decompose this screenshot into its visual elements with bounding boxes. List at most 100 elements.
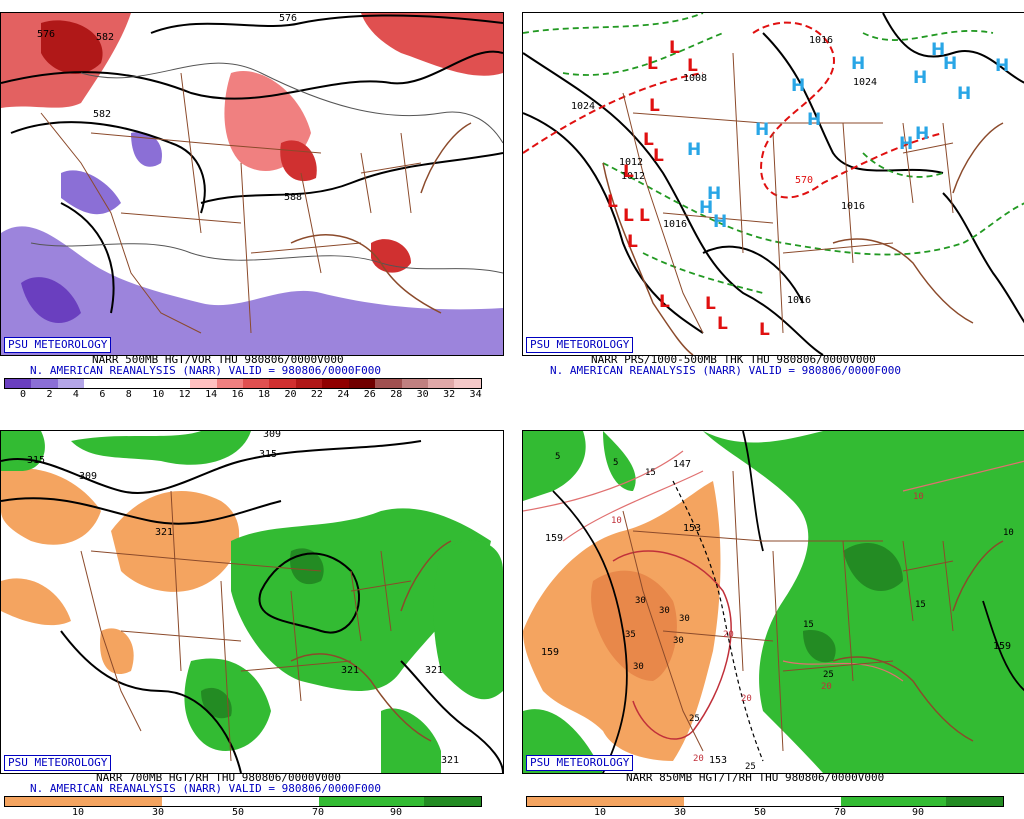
high-symbol: H: [913, 68, 927, 88]
low-symbol: L: [659, 292, 670, 312]
low-symbol: L: [639, 206, 650, 226]
vorticity-scale-swatch: [137, 379, 164, 388]
rh-700-map: 315 309 315 321 321 321 321 309: [1, 431, 503, 773]
temp-label: 10: [611, 516, 622, 526]
vorticity-scale-tick: 12: [178, 389, 191, 400]
contour-label: 159: [545, 533, 563, 544]
high-symbol: H: [755, 120, 769, 140]
high-symbol: H: [699, 198, 713, 218]
vorticity-scale-swatch: [84, 379, 111, 388]
vorticity-scale-tick: 4: [72, 389, 79, 400]
contour-label: 1012: [619, 157, 643, 168]
temp-label: 30: [633, 662, 644, 672]
temp-label: 5: [555, 452, 560, 462]
rh-scale-tick: 30: [152, 807, 165, 818]
vorticity-map: 576 576 582 582 588: [1, 13, 503, 355]
high-symbol: H: [943, 54, 957, 74]
low-symbol: L: [669, 38, 680, 58]
temp-label: 30: [679, 614, 690, 624]
rh-850-scale-tick: 70: [834, 807, 847, 818]
high-symbol: H: [931, 40, 945, 60]
high-symbol: H: [713, 212, 727, 232]
high-symbol: H: [899, 134, 913, 154]
contour-label: 321: [341, 665, 359, 676]
psu-meteorology-badge: PSU METEOROLOGY: [4, 337, 112, 353]
high-symbol: H: [687, 140, 701, 160]
temp-label: 25: [689, 714, 700, 724]
panel1-subcaption: N. AMERICAN REANALYSIS (NARR) VALID = 98…: [30, 364, 381, 377]
panel-700mb-rh: 315 309 315 321 321 321 321 309 PSU METE…: [0, 430, 504, 774]
high-symbol: H: [707, 184, 721, 204]
contour-label: 309: [263, 431, 281, 440]
rh-850-scale-tick: 10: [594, 807, 607, 818]
psu-meteorology-badge: PSU METEOROLOGY: [4, 755, 112, 771]
contour-label: 315: [27, 455, 45, 466]
temp-label: 15: [645, 468, 656, 478]
vorticity-scale-swatch: [163, 379, 191, 388]
contour-label: 147: [673, 459, 691, 470]
rh-850-scale-tick: 50: [754, 807, 767, 818]
panel3-caption: NARR 700MB HGT/RH THU 980806/0000V000: [96, 771, 342, 784]
contour-label: 153: [683, 523, 701, 534]
temp-label: 25: [823, 670, 834, 680]
temp-label: 15: [803, 620, 814, 630]
vorticity-scale-tick: 2: [46, 389, 53, 400]
high-symbol: H: [957, 84, 971, 104]
vorticity-scale-tick: 22: [310, 389, 323, 400]
vorticity-scale-swatch: [216, 379, 243, 388]
vorticity-scale-tick: 28: [390, 389, 403, 400]
contour-label: 1012: [621, 171, 645, 182]
vorticity-scale-tick: 24: [337, 389, 350, 400]
pressure-map: 1024 1016 1008 1024 1012 1016 1016 1012 …: [523, 13, 1024, 355]
low-symbol: L: [653, 146, 664, 166]
contour-label: 1016: [663, 219, 687, 230]
panel2-subcaption: N. AMERICAN REANALYSIS (NARR) VALID = 98…: [550, 364, 901, 377]
contour-label: 1016: [841, 201, 865, 212]
vorticity-scale-tick: 32: [443, 389, 456, 400]
vorticity-scale-swatch: [5, 379, 32, 388]
high-symbol: H: [851, 54, 865, 74]
contour-label: 1008: [683, 73, 707, 84]
vorticity-scale-swatch: [110, 379, 138, 388]
vorticity-scale-tick: 20: [284, 389, 297, 400]
vorticity-scale-swatch: [375, 379, 402, 388]
vorticity-scale-tick: 18: [258, 389, 271, 400]
high-symbol: H: [807, 110, 821, 130]
temperature-labels: 5 5 15 10 10 30 30 30 35 30 30 20 20 20 …: [555, 452, 1014, 772]
vorticity-scale-tick: 34: [469, 389, 482, 400]
vorticity-scale-swatch: [428, 379, 455, 388]
temp-label: 10: [913, 492, 924, 502]
low-symbol: L: [649, 96, 660, 116]
panel-pressure-thickness: 1024 1016 1008 1024 1012 1016 1016 1012 …: [522, 12, 1024, 356]
vorticity-scale-tick: 0: [20, 389, 27, 400]
panel-500mb-vorticity: 576 576 582 582 588 PSU METEOROLOGY: [0, 12, 504, 356]
high-pressure-centers: H H H H H H H H H H H H H H H: [687, 40, 1009, 232]
low-symbol: L: [717, 314, 728, 334]
vorticity-scale-swatch: [31, 379, 58, 388]
temp-label: 30: [659, 606, 670, 616]
contour-label: 321: [441, 755, 459, 766]
temp-label: 5: [613, 458, 618, 468]
high-symbol: H: [995, 56, 1009, 76]
temp-label: 30: [673, 636, 684, 646]
vorticity-scale-tick: 10: [152, 389, 165, 400]
panel-850mb-temp-rh: 159 147 153 159 159 153 5 5 15 10 10 30 …: [522, 430, 1024, 774]
low-pressure-centers: L L L L L L L L L L L L L L L: [607, 38, 770, 340]
vorticity-color-scale: [4, 378, 482, 389]
rh-850-map: 159 147 153 159 159 153 5 5 15 10 10 30 …: [523, 431, 1024, 773]
high-symbol: H: [915, 124, 929, 144]
contour-label: 321: [425, 665, 443, 676]
contour-label: 1024: [571, 101, 595, 112]
vorticity-scale-swatch: [322, 379, 349, 388]
vorticity-scale-swatch: [242, 379, 270, 388]
low-symbol: L: [759, 320, 770, 340]
contour-label: 159: [541, 647, 559, 658]
high-symbol: H: [791, 76, 805, 96]
rh-850-scale-tick: 30: [674, 807, 687, 818]
low-symbol: L: [643, 130, 654, 150]
vorticity-scale-swatch: [57, 379, 85, 388]
low-symbol: L: [607, 192, 618, 212]
panel1-caption: NARR 500MB HGT/VOR THU 980806/0000V000: [92, 353, 344, 366]
rh-850-color-scale: [526, 796, 1004, 807]
rh-scale-tick: 50: [232, 807, 245, 818]
